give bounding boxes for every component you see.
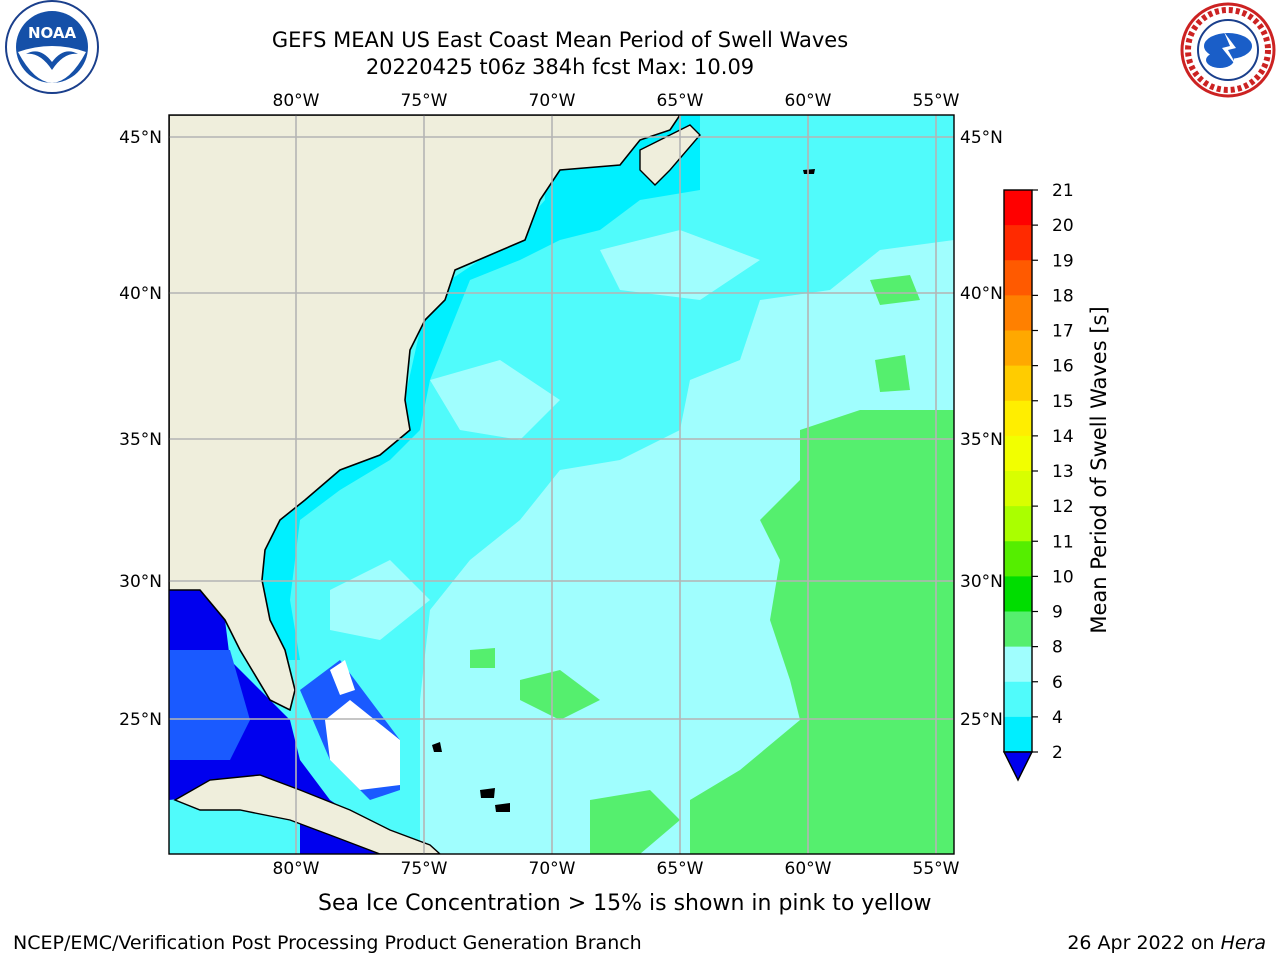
longitude-label: 55°W [913,91,960,111]
colorbar-label: 18 [1052,286,1074,306]
colorbar-label: 13 [1052,462,1074,482]
gulf-swell-patch [169,650,250,760]
longitude-label: 70°W [529,91,576,111]
longitude-label: 75°W [401,859,448,879]
colorbar: 21 20 19 18 17 16 15 14 13 12 11 10 9 8 6 4 2 [1002,181,1074,782]
bahamas-bank [325,700,400,790]
latitude-label: 40°N [960,284,1003,304]
longitude-labels-top: 80°W 75°W 70°W 65°W 60°W 55°W [273,91,960,111]
colorbar-label: 19 [1052,251,1074,271]
credit-date-text: 26 Apr 2022 on [1067,932,1221,954]
colorbar-label: 21 [1052,181,1074,201]
sable-island [803,169,815,174]
colorbar-label: 9 [1052,603,1063,623]
swell-patch-green [590,790,680,854]
chart-title: GEFS MEAN US East Coast Mean Period of S… [271,28,849,52]
longitude-label: 65°W [657,91,704,111]
colorbar-bin [1004,330,1032,367]
colorbar-label: 8 [1052,638,1063,658]
colorbar-label: 14 [1052,427,1074,447]
colorbar-bin [1004,646,1032,683]
colorbar-label: 12 [1052,497,1074,517]
national-weather-service-logo-icon [1180,2,1276,98]
colorbar-bin [1004,435,1032,472]
colorbar-label: 16 [1052,357,1074,377]
swell-patch [330,560,430,640]
bahamas-bank [330,660,355,695]
chart-subtitle: 20220425 t06z 384h fcst Max: 10.09 [365,55,755,79]
colorbar-label: 6 [1052,673,1063,693]
latitude-label: 25°N [960,710,1003,730]
latitude-labels-left: 45°N 40°N 35°N 30°N 25°N [119,128,162,730]
swell-patch-green [875,355,910,392]
latitude-label: 30°N [119,572,162,592]
colorbar-label: 17 [1052,322,1074,342]
longitude-label: 55°W [913,859,960,879]
colorbar-label: 15 [1052,392,1074,412]
colorbar-label: 2 [1052,743,1063,763]
noaa-logo-text: NOAA [28,24,77,42]
nova-scotia [639,124,701,186]
longitude-label: 75°W [401,91,448,111]
colorbar-bin [1004,365,1032,402]
colorbar-title: Mean Period of Swell Waves [s] [1087,306,1111,633]
cuba [173,774,442,854]
colorbar-bin [1004,611,1032,648]
longitude-labels-bottom: 80°W 75°W 70°W 65°W 60°W 55°W [273,859,960,879]
sea-ice-note: Sea Ice Concentration > 15% is shown in … [318,891,932,916]
island [495,803,510,812]
noaa-logo-icon: NOAA [5,0,99,94]
swell-patch-green [470,648,495,668]
latitude-label: 35°N [119,430,162,450]
map-area [169,115,954,854]
colorbar-bin [1004,190,1032,226]
latitude-label: 35°N [960,430,1003,450]
credit-branch: NCEP/EMC/Verification Post Processing Pr… [13,932,642,954]
map-frame [168,114,955,855]
latitude-label: 45°N [119,128,162,148]
latitude-label: 40°N [119,284,162,304]
longitude-label: 60°W [785,91,832,111]
colorbar-bin [1004,471,1032,507]
latitude-label: 30°N [960,572,1003,592]
longitude-label: 65°W [657,859,704,879]
colorbar-bin [1004,576,1032,612]
colorbar-bin [1004,400,1032,437]
longitude-label: 70°W [529,859,576,879]
island [480,788,495,798]
swell-patch-green [520,670,600,720]
colorbar-bin [1004,681,1032,718]
map-gridlines [169,115,954,854]
credit-date: 26 Apr 2022 on Hera [1067,932,1266,954]
colorbar-bin [1004,295,1032,331]
latitude-label: 25°N [119,710,162,730]
colorbar-label: 20 [1052,216,1074,236]
swell-patch-green [870,275,920,305]
colorbar-bin [1004,260,1032,296]
colorbar-label: 10 [1052,567,1074,587]
swell-band-9-10 [690,410,954,854]
colorbar-underflow-arrow [1002,751,1034,782]
latitude-label: 45°N [960,128,1003,148]
colorbar-bin [1004,225,1032,261]
colorbar-label: 4 [1052,708,1063,728]
latitude-labels-right: 45°N 40°N 35°N 30°N 25°N [960,128,1003,730]
island [432,742,442,752]
colorbar-label: 11 [1052,532,1074,552]
longitude-label: 80°W [273,859,320,879]
colorbar-bin [1004,541,1032,577]
credit-host: Hera [1220,932,1266,954]
longitude-label: 60°W [785,859,832,879]
swell-patch [430,360,560,440]
colorbar-bin [1004,716,1032,753]
longitude-label: 80°W [273,91,320,111]
colorbar-bin [1004,506,1032,542]
